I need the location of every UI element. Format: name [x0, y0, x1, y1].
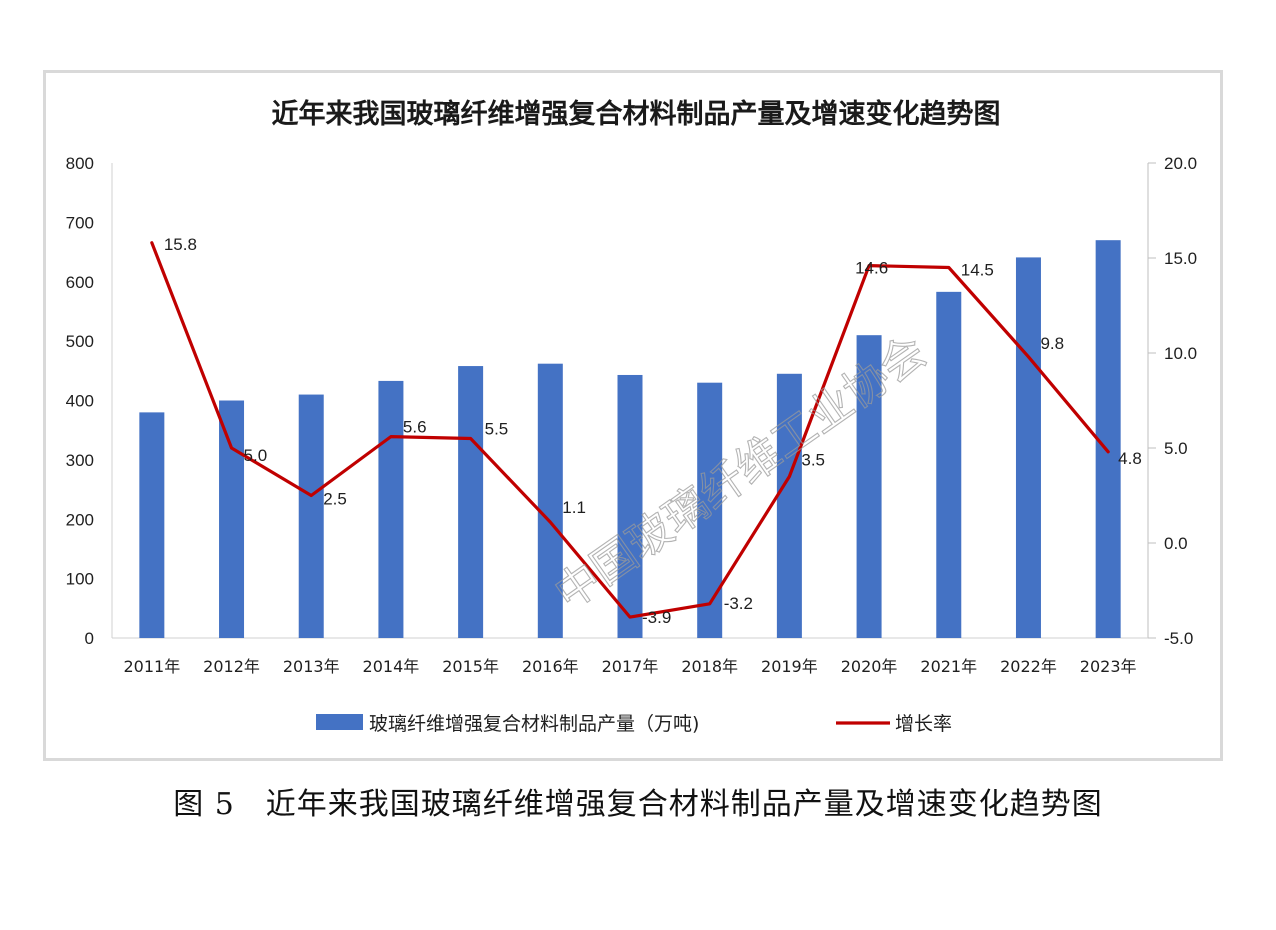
y-left-tick-label: 200	[66, 510, 94, 529]
bar	[298, 394, 324, 638]
y-right-tick-label: 5.0	[1164, 439, 1188, 458]
data-label: 1.1	[562, 498, 586, 517]
x-tick-label: 2021年	[920, 657, 977, 676]
x-tick-label: 2017年	[602, 657, 659, 676]
chart-title: 近年来我国玻璃纤维增强复合材料制品产量及增速变化趋势图	[272, 98, 1001, 130]
x-tick-label: 2023年	[1080, 657, 1137, 676]
x-tick-label: 2022年	[1000, 657, 1057, 676]
bar	[697, 382, 723, 638]
bar	[458, 366, 484, 638]
legend-swatch-bar	[316, 714, 363, 730]
data-label: 15.8	[164, 235, 197, 254]
y-right-tick-label: -5.0	[1164, 629, 1193, 648]
bar	[856, 335, 882, 638]
data-label: -3.9	[642, 608, 671, 627]
x-tick-label: 2015年	[442, 657, 499, 676]
data-label: 5.0	[244, 446, 268, 465]
line-series	[150, 241, 1110, 619]
data-label: 5.6	[403, 418, 427, 437]
bar	[1095, 240, 1121, 638]
data-label: 4.8	[1118, 449, 1142, 468]
y-left-tick-label: 600	[66, 273, 94, 292]
legend: 玻璃纤维增强复合材料制品产量（万吨) 增长率	[316, 713, 952, 735]
y-right-tick-label: 20.0	[1164, 154, 1197, 173]
legend-label-bar: 玻璃纤维增强复合材料制品产量（万吨)	[369, 713, 699, 735]
bar	[617, 374, 643, 638]
x-tick-label: 2016年	[522, 657, 579, 676]
data-label: 5.5	[485, 420, 509, 439]
y-left-tick-label: 700	[66, 213, 94, 232]
data-label: 2.5	[323, 490, 347, 509]
chart-svg: 近年来我国玻璃纤维增强复合材料制品产量及增速变化趋势图 0 100 200 300 40…	[66, 98, 1197, 735]
figure-caption: 图 5 近年来我国玻璃纤维增强复合材料制品产量及增速变化趋势图	[173, 787, 1103, 822]
bar	[936, 291, 962, 638]
x-tick-label: 2020年	[841, 657, 898, 676]
axes: 0 100 200 300 400 500 600 700 800 -5.0 0.0 5.0 10.0 1…	[66, 154, 1197, 676]
data-label: -3.2	[724, 594, 753, 613]
bar	[378, 380, 404, 638]
data-label: 3.5	[801, 451, 825, 470]
bar	[537, 363, 563, 638]
data-label: 14.6	[855, 259, 888, 278]
data-label: 14.5	[961, 261, 994, 280]
y-left-tick-label: 100	[66, 570, 94, 589]
x-tick-label: 2012年	[203, 657, 260, 676]
bar	[1015, 257, 1041, 638]
y-left-tick-label: 300	[66, 451, 94, 470]
data-label: 9.8	[1040, 334, 1064, 353]
chart-frame: 近年来我国玻璃纤维增强复合材料制品产量及增速变化趋势图 0 100 200 300 40…	[43, 70, 1223, 761]
legend-label-line: 增长率	[895, 713, 952, 735]
x-tick-label: 2019年	[761, 657, 818, 676]
bar-series	[139, 240, 1121, 638]
y-right-tick-label: 15.0	[1164, 249, 1197, 268]
data-labels: 15.8 5.0 2.5 5.6 5.5 1.1 -3.9 -3.2 3.5 14.6 14.5 9.…	[164, 235, 1142, 627]
y-left-tick-label: 800	[66, 154, 94, 173]
x-tick-label: 2013年	[283, 657, 340, 676]
y-left-tick-label: 500	[66, 332, 94, 351]
bar	[219, 400, 245, 638]
y-right-tick-label: 10.0	[1164, 344, 1197, 363]
bar	[139, 412, 165, 638]
x-tick-label: 2018年	[681, 657, 738, 676]
x-tick-label: 2014年	[363, 657, 420, 676]
x-tick-label: 2011年	[123, 657, 180, 676]
y-left-tick-label: 400	[66, 392, 94, 411]
y-right-tick-label: 0.0	[1164, 534, 1188, 553]
bar	[776, 373, 802, 638]
y-left-tick-label: 0	[85, 629, 94, 648]
